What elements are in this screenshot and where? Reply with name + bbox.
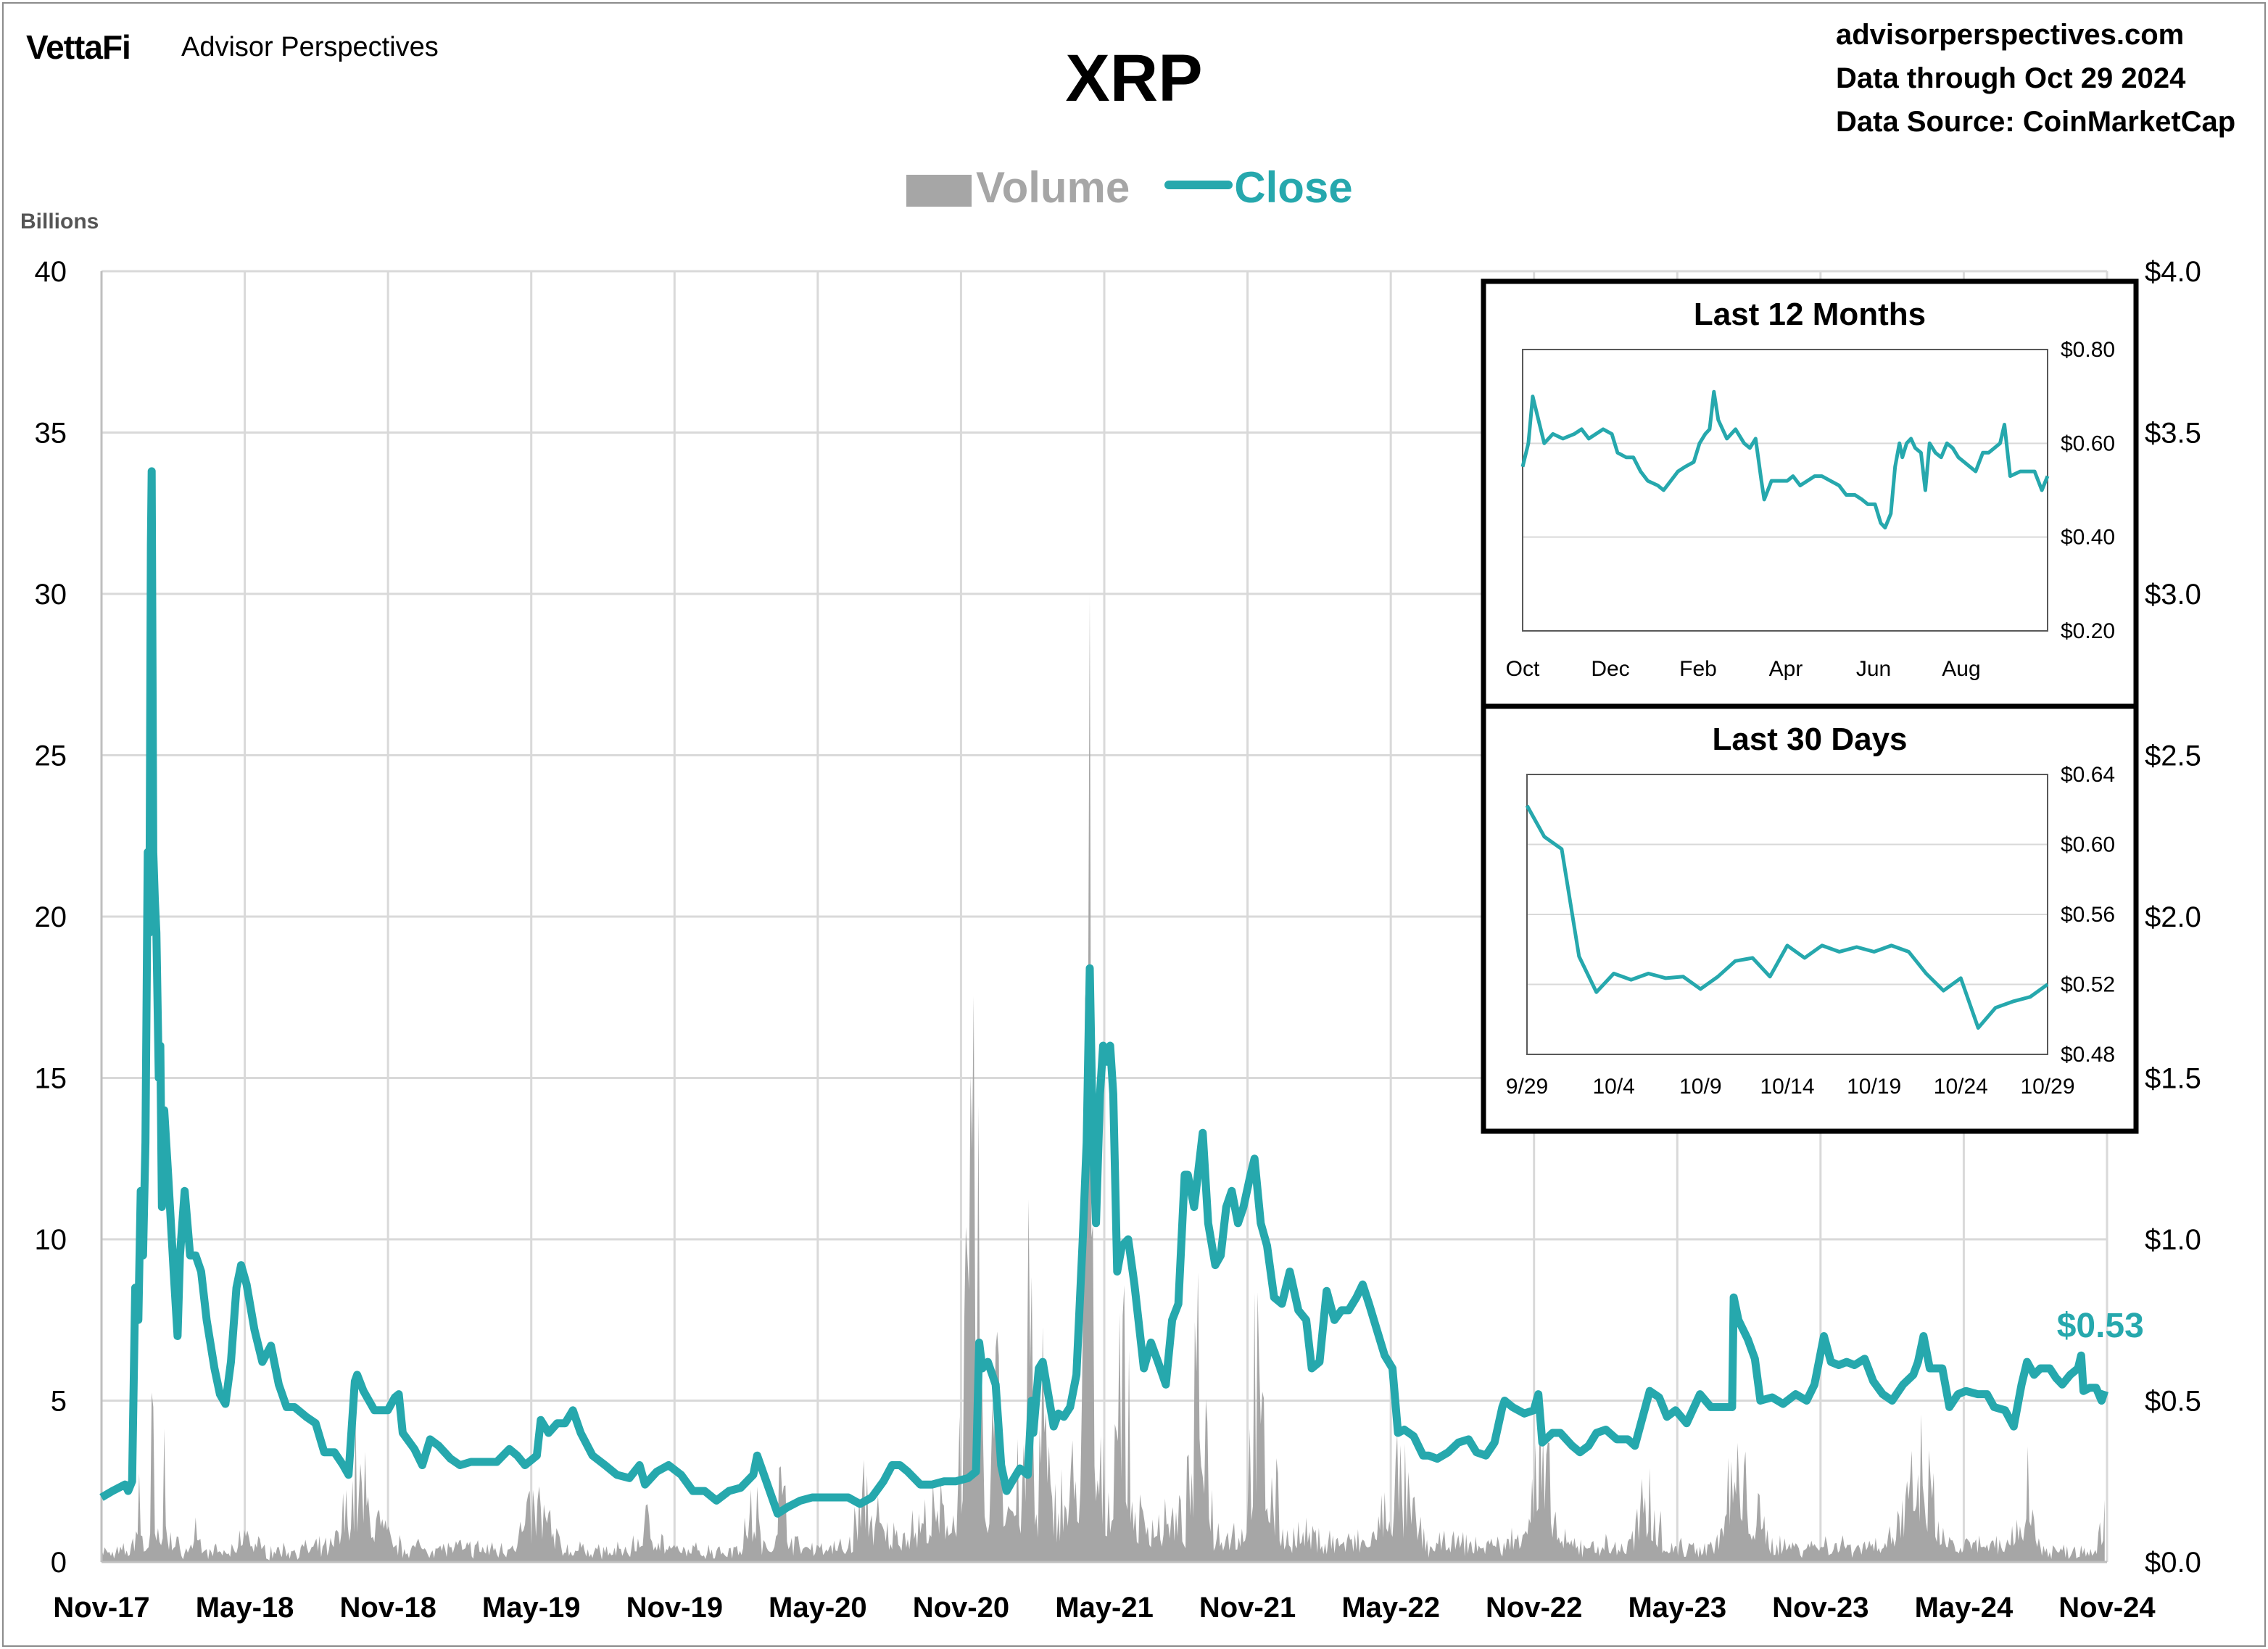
vettafi-logo: VettaFi (26, 28, 131, 66)
y-right-tick-label: $3.0 (2145, 579, 2201, 611)
last-close-label: $0.53 (2057, 1307, 2144, 1345)
x-tick-label: Nov-20 (913, 1592, 1009, 1624)
y-left-tick-label: 35 (35, 418, 67, 450)
x-tick-label: Nov-21 (1199, 1592, 1296, 1624)
x-tick-label: May-23 (1628, 1592, 1726, 1624)
inset-x-tick-label: 10/24 (1934, 1075, 1988, 1099)
inset-x-tick-label: 10/19 (1847, 1075, 1901, 1099)
y-left-unit-label: Billions (20, 210, 99, 233)
site-url: advisorperspectives.com (1836, 19, 2185, 51)
inset-y-tick-label: $0.56 (2061, 903, 2115, 927)
y-right-tick-label: $0.5 (2145, 1386, 2201, 1418)
inset-y-tick-label: $0.60 (2061, 431, 2115, 455)
inset-x-tick-label: Oct (1506, 657, 1540, 681)
inset-x-tick-label: Aug (1942, 657, 1980, 681)
x-tick-label: May-21 (1055, 1592, 1154, 1624)
y-right-tick-label: $3.5 (2145, 418, 2201, 450)
x-tick-label: May-18 (196, 1592, 294, 1624)
y-right-tick-label: $4.0 (2145, 256, 2201, 288)
x-tick-label: Nov-17 (53, 1592, 149, 1624)
data-source: Data Source: CoinMarketCap (1836, 106, 2236, 138)
brand-subtitle: Advisor Perspectives (181, 32, 439, 62)
inset-plot-area (1522, 349, 2048, 632)
chart-title: XRP (1065, 41, 1203, 115)
inset-y-tick-label: $0.20 (2061, 619, 2115, 643)
legend-close-label: Close (1234, 163, 1353, 212)
inset-y-tick-label: $0.40 (2061, 526, 2115, 550)
y-left-tick-label: 20 (35, 901, 67, 933)
inset-x-tick-label: 9/29 (1506, 1075, 1548, 1099)
y-left-tick-label: 25 (35, 740, 67, 772)
legend: Volume Close (906, 162, 1353, 212)
y-right-tick-label: $0.0 (2145, 1547, 2201, 1579)
inset-box (1481, 703, 2139, 1134)
inset-close-line (1520, 389, 2050, 530)
inset-y-tick-label: $0.60 (2061, 833, 2115, 857)
y-left-tick-label: 0 (51, 1547, 67, 1579)
y-left-tick-label: 5 (51, 1386, 67, 1418)
inset-x-tick-label: 10/9 (1679, 1075, 1721, 1099)
inset-x-tick-label: 10/14 (1760, 1075, 1814, 1099)
inset-x-tick-label: Jun (1856, 657, 1891, 681)
legend-close-swatch (1164, 181, 1233, 189)
x-tick-label: Nov-23 (1772, 1592, 1868, 1624)
y-right-tick-label: $2.0 (2145, 901, 2201, 933)
inset-y-tick-label: $0.80 (2061, 338, 2115, 362)
x-tick-label: Nov-24 (2058, 1592, 2156, 1624)
inset-x-tick-label: 10/29 (2020, 1075, 2074, 1099)
inset-y-tick-label: $0.52 (2061, 973, 2115, 997)
legend-volume-swatch (906, 175, 972, 207)
inset-y-tick-label: $0.64 (2061, 763, 2115, 787)
inset-x-tick-label: Feb (1679, 657, 1717, 681)
y-left-tick-label: 40 (35, 256, 67, 288)
inset-title: Last 12 Months (1694, 297, 1926, 332)
x-tick-label: May-22 (1341, 1592, 1440, 1624)
x-tick-label: May-19 (482, 1592, 581, 1624)
x-tick-label: Nov-22 (1486, 1592, 1582, 1624)
inset-y-tick-label: $0.48 (2061, 1043, 2115, 1067)
y-left-tick-label: 10 (35, 1224, 67, 1256)
source-block: advisorperspectives.com Data through Oct… (1836, 13, 2242, 144)
close-line (99, 467, 2109, 1518)
x-tick-label: May-20 (769, 1592, 867, 1624)
y-right-tick-label: $1.0 (2145, 1224, 2201, 1256)
inset-close-line (1525, 804, 2049, 1030)
y-left-tick-label: 15 (35, 1063, 67, 1095)
x-tick-label: Nov-19 (626, 1592, 723, 1624)
inset-box (1481, 278, 2139, 709)
inset-plot-area (1526, 774, 2048, 1055)
y-right-tick-label: $1.5 (2145, 1063, 2201, 1095)
y-right-tick-label: $2.5 (2145, 740, 2201, 772)
legend-volume-label: Volume (976, 163, 1130, 212)
x-tick-label: Nov-18 (339, 1592, 436, 1624)
data-through: Data through Oct 29 2024 (1836, 62, 2186, 94)
inset-title: Last 30 Days (1712, 722, 1907, 757)
inset-x-tick-label: 10/4 (1592, 1075, 1634, 1099)
inset-x-tick-label: Dec (1591, 657, 1629, 681)
x-tick-label: May-24 (1915, 1592, 2014, 1624)
inset-x-tick-label: Apr (1769, 657, 1803, 681)
y-left-tick-label: 30 (35, 579, 67, 611)
